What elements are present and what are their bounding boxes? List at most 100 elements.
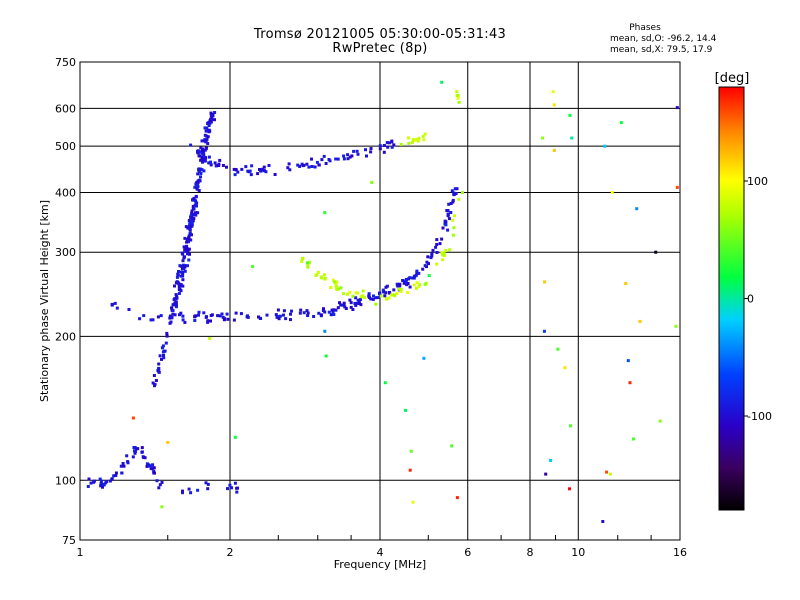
- o-mode-point: [334, 157, 338, 161]
- x-mode-point: [334, 282, 338, 286]
- o-mode-point: [452, 192, 456, 196]
- o-mode-point: [288, 168, 292, 172]
- y-axis-label: Stationary phase Virtual Height [km]: [38, 200, 51, 402]
- o-mode-point: [196, 488, 200, 492]
- o-mode-point: [273, 173, 277, 176]
- o-mode-point: [415, 272, 419, 276]
- o-mode-point: [350, 154, 354, 158]
- o-mode-point: [382, 144, 386, 147]
- outlier-point: [603, 144, 607, 148]
- x-mode-point: [421, 134, 425, 138]
- x-tick-label: 8: [527, 546, 534, 559]
- o-mode-point: [305, 309, 309, 313]
- o-mode-point: [186, 247, 190, 251]
- o-mode-point: [150, 467, 154, 471]
- o-mode-point: [187, 247, 191, 251]
- o-mode-point: [390, 145, 394, 149]
- o-mode-point: [115, 306, 119, 310]
- x-mode-point: [329, 286, 333, 289]
- o-mode-point: [197, 169, 201, 172]
- o-mode-point: [174, 293, 178, 297]
- o-mode-point: [298, 311, 302, 315]
- x-mode-point: [422, 138, 426, 142]
- x-mode-point: [374, 302, 378, 306]
- o-mode-point: [246, 314, 249, 318]
- x-mode-point: [435, 262, 439, 266]
- o-mode-point: [206, 135, 210, 139]
- o-mode-point: [160, 346, 164, 350]
- x-mode-point: [363, 296, 367, 300]
- o-mode-point: [162, 354, 165, 357]
- o-mode-point: [122, 464, 126, 468]
- o-mode-point: [282, 309, 286, 313]
- o-mode-point: [187, 236, 191, 240]
- o-mode-point: [206, 482, 210, 486]
- o-mode-point: [209, 314, 213, 317]
- o-mode-point: [398, 282, 402, 286]
- o-mode-point: [143, 456, 147, 460]
- y-tick-label: 500: [55, 140, 76, 153]
- outlier-point: [455, 496, 459, 500]
- outlier-point: [610, 191, 614, 194]
- o-mode-point: [327, 310, 331, 314]
- o-mode-point: [196, 150, 199, 153]
- o-mode-point: [177, 285, 181, 289]
- o-mode-point: [301, 164, 305, 168]
- outlier-point: [631, 437, 635, 441]
- o-mode-point: [188, 224, 191, 228]
- outlier-point: [131, 416, 135, 420]
- outlier-point: [675, 106, 679, 110]
- x-mode-point: [351, 294, 355, 298]
- o-mode-point: [174, 305, 178, 309]
- o-mode-point: [206, 121, 210, 125]
- o-mode-point: [195, 187, 199, 191]
- o-mode-point: [365, 154, 368, 158]
- o-mode-point: [204, 147, 208, 151]
- o-mode-point: [168, 316, 172, 320]
- x-mode-point: [411, 138, 415, 141]
- o-mode-point: [435, 243, 439, 246]
- o-mode-point: [183, 269, 187, 273]
- o-mode-point: [228, 483, 232, 487]
- o-mode-point: [430, 252, 434, 256]
- o-mode-point: [386, 145, 390, 149]
- o-mode-point: [233, 173, 237, 177]
- o-mode-point: [274, 313, 278, 317]
- outlier-point: [323, 329, 327, 333]
- o-mode-point: [249, 173, 253, 177]
- outlier-point: [568, 113, 572, 117]
- x-mode-point: [452, 226, 456, 230]
- o-mode-point: [187, 234, 191, 238]
- x-tick-label: 16: [673, 546, 687, 559]
- o-mode-point: [151, 318, 155, 322]
- outlier-point: [551, 90, 555, 94]
- o-mode-point: [180, 251, 184, 255]
- outlier-point: [233, 435, 237, 439]
- o-mode-point: [421, 267, 425, 271]
- o-mode-point: [330, 308, 334, 312]
- o-mode-point: [235, 490, 239, 494]
- x-mode-point: [339, 286, 343, 290]
- o-mode-point: [174, 303, 178, 307]
- o-mode-point: [277, 315, 281, 319]
- outlier-point: [160, 505, 164, 509]
- o-mode-point: [192, 217, 196, 220]
- o-mode-point: [162, 356, 166, 360]
- o-mode-point: [188, 232, 192, 236]
- o-mode-point: [220, 312, 224, 316]
- o-mode-point: [154, 379, 158, 382]
- o-mode-point: [392, 143, 396, 147]
- o-mode-point: [161, 344, 165, 348]
- o-mode-point: [451, 198, 455, 202]
- o-mode-point: [446, 212, 450, 216]
- o-mode-point: [190, 220, 194, 224]
- x-mode-point: [306, 263, 310, 267]
- o-mode-point: [171, 309, 175, 312]
- x-mode-point: [334, 285, 338, 289]
- o-mode-point: [381, 288, 385, 292]
- o-mode-point: [177, 292, 181, 295]
- o-mode-point: [119, 464, 123, 468]
- o-mode-point: [181, 314, 185, 318]
- o-mode-point: [132, 449, 136, 453]
- o-mode-point: [151, 463, 155, 467]
